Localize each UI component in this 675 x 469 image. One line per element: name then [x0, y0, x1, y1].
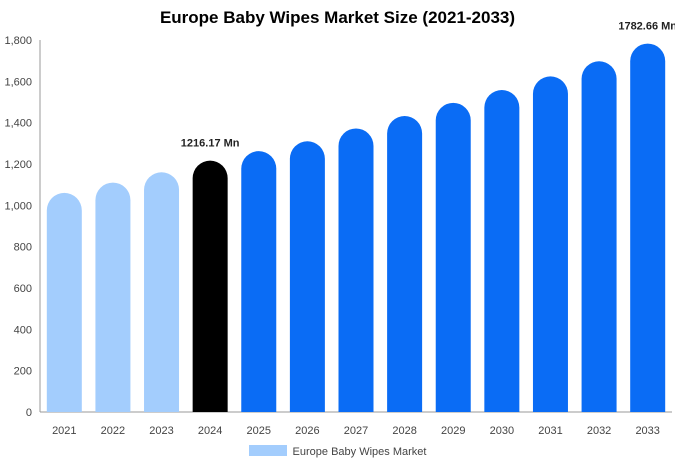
bar-2025: [241, 151, 277, 413]
x-tick-label: 2024: [198, 425, 222, 437]
chart-title: Europe Baby Wipes Market Size (2021-2033…: [159, 8, 516, 27]
bar-2031: [532, 76, 568, 413]
x-tick-label: 2031: [538, 425, 562, 437]
legend-label: Europe Baby Wipes Market: [292, 446, 427, 458]
legend: Europe Baby Wipes Market: [0, 445, 675, 458]
y-tick-label: 600: [14, 283, 32, 295]
bar-2022: [95, 182, 131, 412]
y-tick-label: 1,600: [4, 76, 32, 88]
x-tick-label: 2023: [149, 425, 173, 437]
bar-2029: [435, 102, 471, 413]
bar-2030: [484, 90, 520, 412]
x-tick-label: 2032: [587, 425, 611, 437]
bar-2027: [338, 128, 374, 412]
y-tick-label: 1,800: [4, 35, 32, 47]
bar-2024: [192, 160, 228, 412]
bar-2028: [387, 116, 423, 412]
y-tick-label: 1,000: [4, 200, 32, 212]
bar-2026: [289, 141, 325, 412]
x-tick-label: 2027: [344, 425, 368, 437]
x-tick-label: 2033: [635, 425, 659, 437]
y-tick-label: 400: [14, 324, 32, 336]
x-tick-label: 2025: [247, 425, 271, 437]
x-tick-label: 2028: [392, 425, 416, 437]
y-tick-label: 0: [26, 407, 32, 419]
y-tick-label: 1,400: [4, 118, 32, 130]
x-tick-label: 2029: [441, 425, 465, 437]
y-tick-label: 1,200: [4, 159, 32, 171]
bar-2023: [144, 172, 180, 412]
x-tick-label: 2021: [52, 425, 76, 437]
x-tick-label: 2026: [295, 425, 319, 437]
bar-2033: [630, 43, 666, 413]
bar-2032: [581, 61, 617, 412]
x-tick-label: 2022: [101, 425, 125, 437]
legend-swatch: [248, 445, 287, 456]
x-tick-label: 2030: [490, 425, 514, 437]
y-tick-label: 800: [14, 242, 32, 254]
bar-2021: [46, 192, 82, 412]
y-tick-label: 200: [14, 366, 32, 378]
data-label: 1782.66 Mn: [618, 21, 675, 33]
data-label: 1216.17 Mn: [181, 138, 240, 150]
